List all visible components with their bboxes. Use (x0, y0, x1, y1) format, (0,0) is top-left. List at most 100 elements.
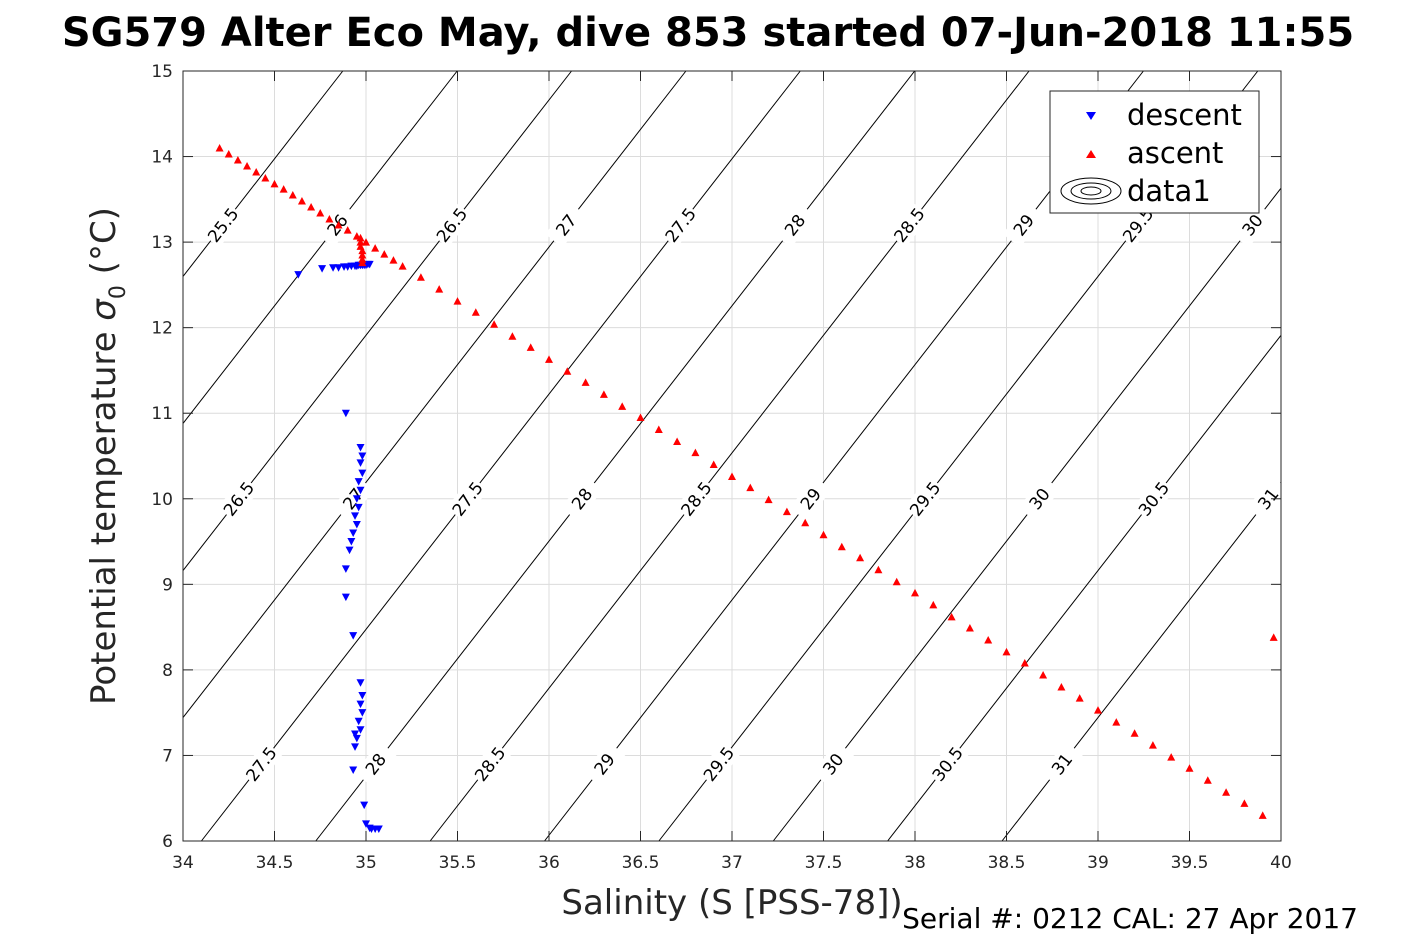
descent-point (349, 632, 358, 640)
ascent-point (435, 285, 444, 293)
descent-point (356, 459, 365, 467)
isopycnal-25.5 (182, 70, 344, 277)
ascent-point (288, 191, 297, 199)
ascent-point (358, 246, 367, 255)
isopycnal-29 (544, 70, 1144, 842)
ascent-point (1112, 718, 1121, 726)
descent-point (341, 565, 350, 573)
ascent-point (380, 250, 389, 258)
descent-point (365, 260, 374, 269)
contour-label-bg (1247, 476, 1290, 522)
descent-point (360, 801, 369, 810)
descent-point (351, 512, 360, 520)
y-tick-label: 15 (151, 62, 173, 82)
descent-point (358, 452, 367, 460)
y-tick-label: 7 (162, 746, 173, 766)
ascent-point (270, 179, 279, 188)
y-tick-label: 12 (151, 319, 173, 339)
ascent-point (984, 635, 993, 644)
ascent-point (1002, 647, 1011, 656)
ascent-point (1148, 741, 1157, 749)
ascent-point (1039, 671, 1048, 679)
ascent-point (911, 588, 919, 597)
x-tick-label: 37.5 (805, 853, 843, 873)
x-tick-label: 34.5 (256, 853, 294, 873)
ascent-point (416, 273, 425, 281)
y-tick-label: 10 (151, 490, 173, 510)
ascent-point (325, 215, 334, 223)
contour-label-bg (1132, 476, 1175, 522)
x-tick-label: 40 (1270, 853, 1292, 873)
ascent-point (358, 258, 367, 267)
ascent-point (307, 203, 316, 211)
y-tick-label: 9 (162, 575, 173, 595)
chart-title: SG579 Alter Eco May, dive 853 started 07… (62, 10, 1354, 56)
ascent-point (1075, 694, 1084, 702)
ascent-point (389, 256, 398, 264)
ascent-point (1185, 764, 1194, 772)
descent-point (351, 743, 360, 751)
legend-label-ascent: ascent (1127, 136, 1223, 170)
legend-ascent-marker (1086, 150, 1096, 158)
ascent-point (358, 250, 367, 259)
descent-point (351, 730, 360, 739)
ascent-point (334, 221, 343, 229)
descent-point (374, 825, 383, 834)
ascent-point (316, 209, 325, 217)
contour-label-bg (560, 476, 603, 522)
ascent-point (746, 483, 755, 492)
descent-point (294, 271, 303, 279)
ascent-point (545, 355, 553, 363)
contour-label-bg (697, 741, 740, 787)
ascent-point (371, 244, 380, 252)
descent-point (341, 593, 350, 602)
descent-point (329, 264, 338, 272)
contour-label-bg (1018, 476, 1061, 522)
contour-label-bg (430, 202, 473, 248)
contour-label-bg (545, 202, 588, 248)
x-tick-label: 38 (904, 853, 926, 873)
ascent-point (965, 623, 974, 632)
contour-label-bg (217, 476, 260, 522)
isopycnal-31 (1001, 482, 1282, 842)
contour-label-bg (675, 476, 718, 522)
ascent-point (581, 378, 590, 386)
descent-point (356, 726, 365, 734)
x-tick-label: 36 (538, 853, 560, 873)
ascent-point (837, 542, 846, 551)
descent-point (345, 546, 354, 555)
descent-point (354, 503, 363, 512)
x-tick-label: 34 (172, 853, 194, 873)
ascent-point (398, 262, 407, 270)
descent-point (318, 265, 327, 273)
ascent-point (801, 518, 810, 527)
contour-label-bg (202, 202, 244, 248)
x-axis-title: Salinity (S [PSS-78]) (561, 883, 902, 923)
series-ascent (215, 144, 1278, 819)
ascent-point (1057, 683, 1066, 691)
ascent-point (252, 167, 261, 176)
ascent-point (819, 530, 828, 539)
descent-point (356, 486, 365, 495)
ascent-point (764, 495, 773, 504)
ascent-point (297, 197, 306, 205)
ascent-point (874, 565, 883, 574)
descent-point (349, 766, 358, 774)
ascent-point (215, 144, 224, 152)
descent-point (349, 529, 358, 537)
x-tick-label: 35 (355, 853, 377, 873)
descent-point (358, 469, 367, 478)
isopycnal-27 (182, 70, 687, 718)
contour-label-bg (469, 741, 511, 787)
descent-point (341, 409, 350, 418)
ascent-point (691, 448, 700, 457)
ascent-point (508, 332, 517, 340)
contour-label-bg (789, 476, 832, 522)
legend-box (1049, 90, 1260, 214)
ascent-point (490, 320, 499, 328)
ascent-point (599, 390, 608, 398)
contour-label-bg (1231, 202, 1274, 248)
ascent-point (1222, 788, 1231, 796)
ascent-point (563, 367, 572, 375)
x-tick-labels: 34 34.5 35 35.5 36 36.5 37 37.5 38 38.5 39 39.5 40 (172, 853, 1292, 873)
